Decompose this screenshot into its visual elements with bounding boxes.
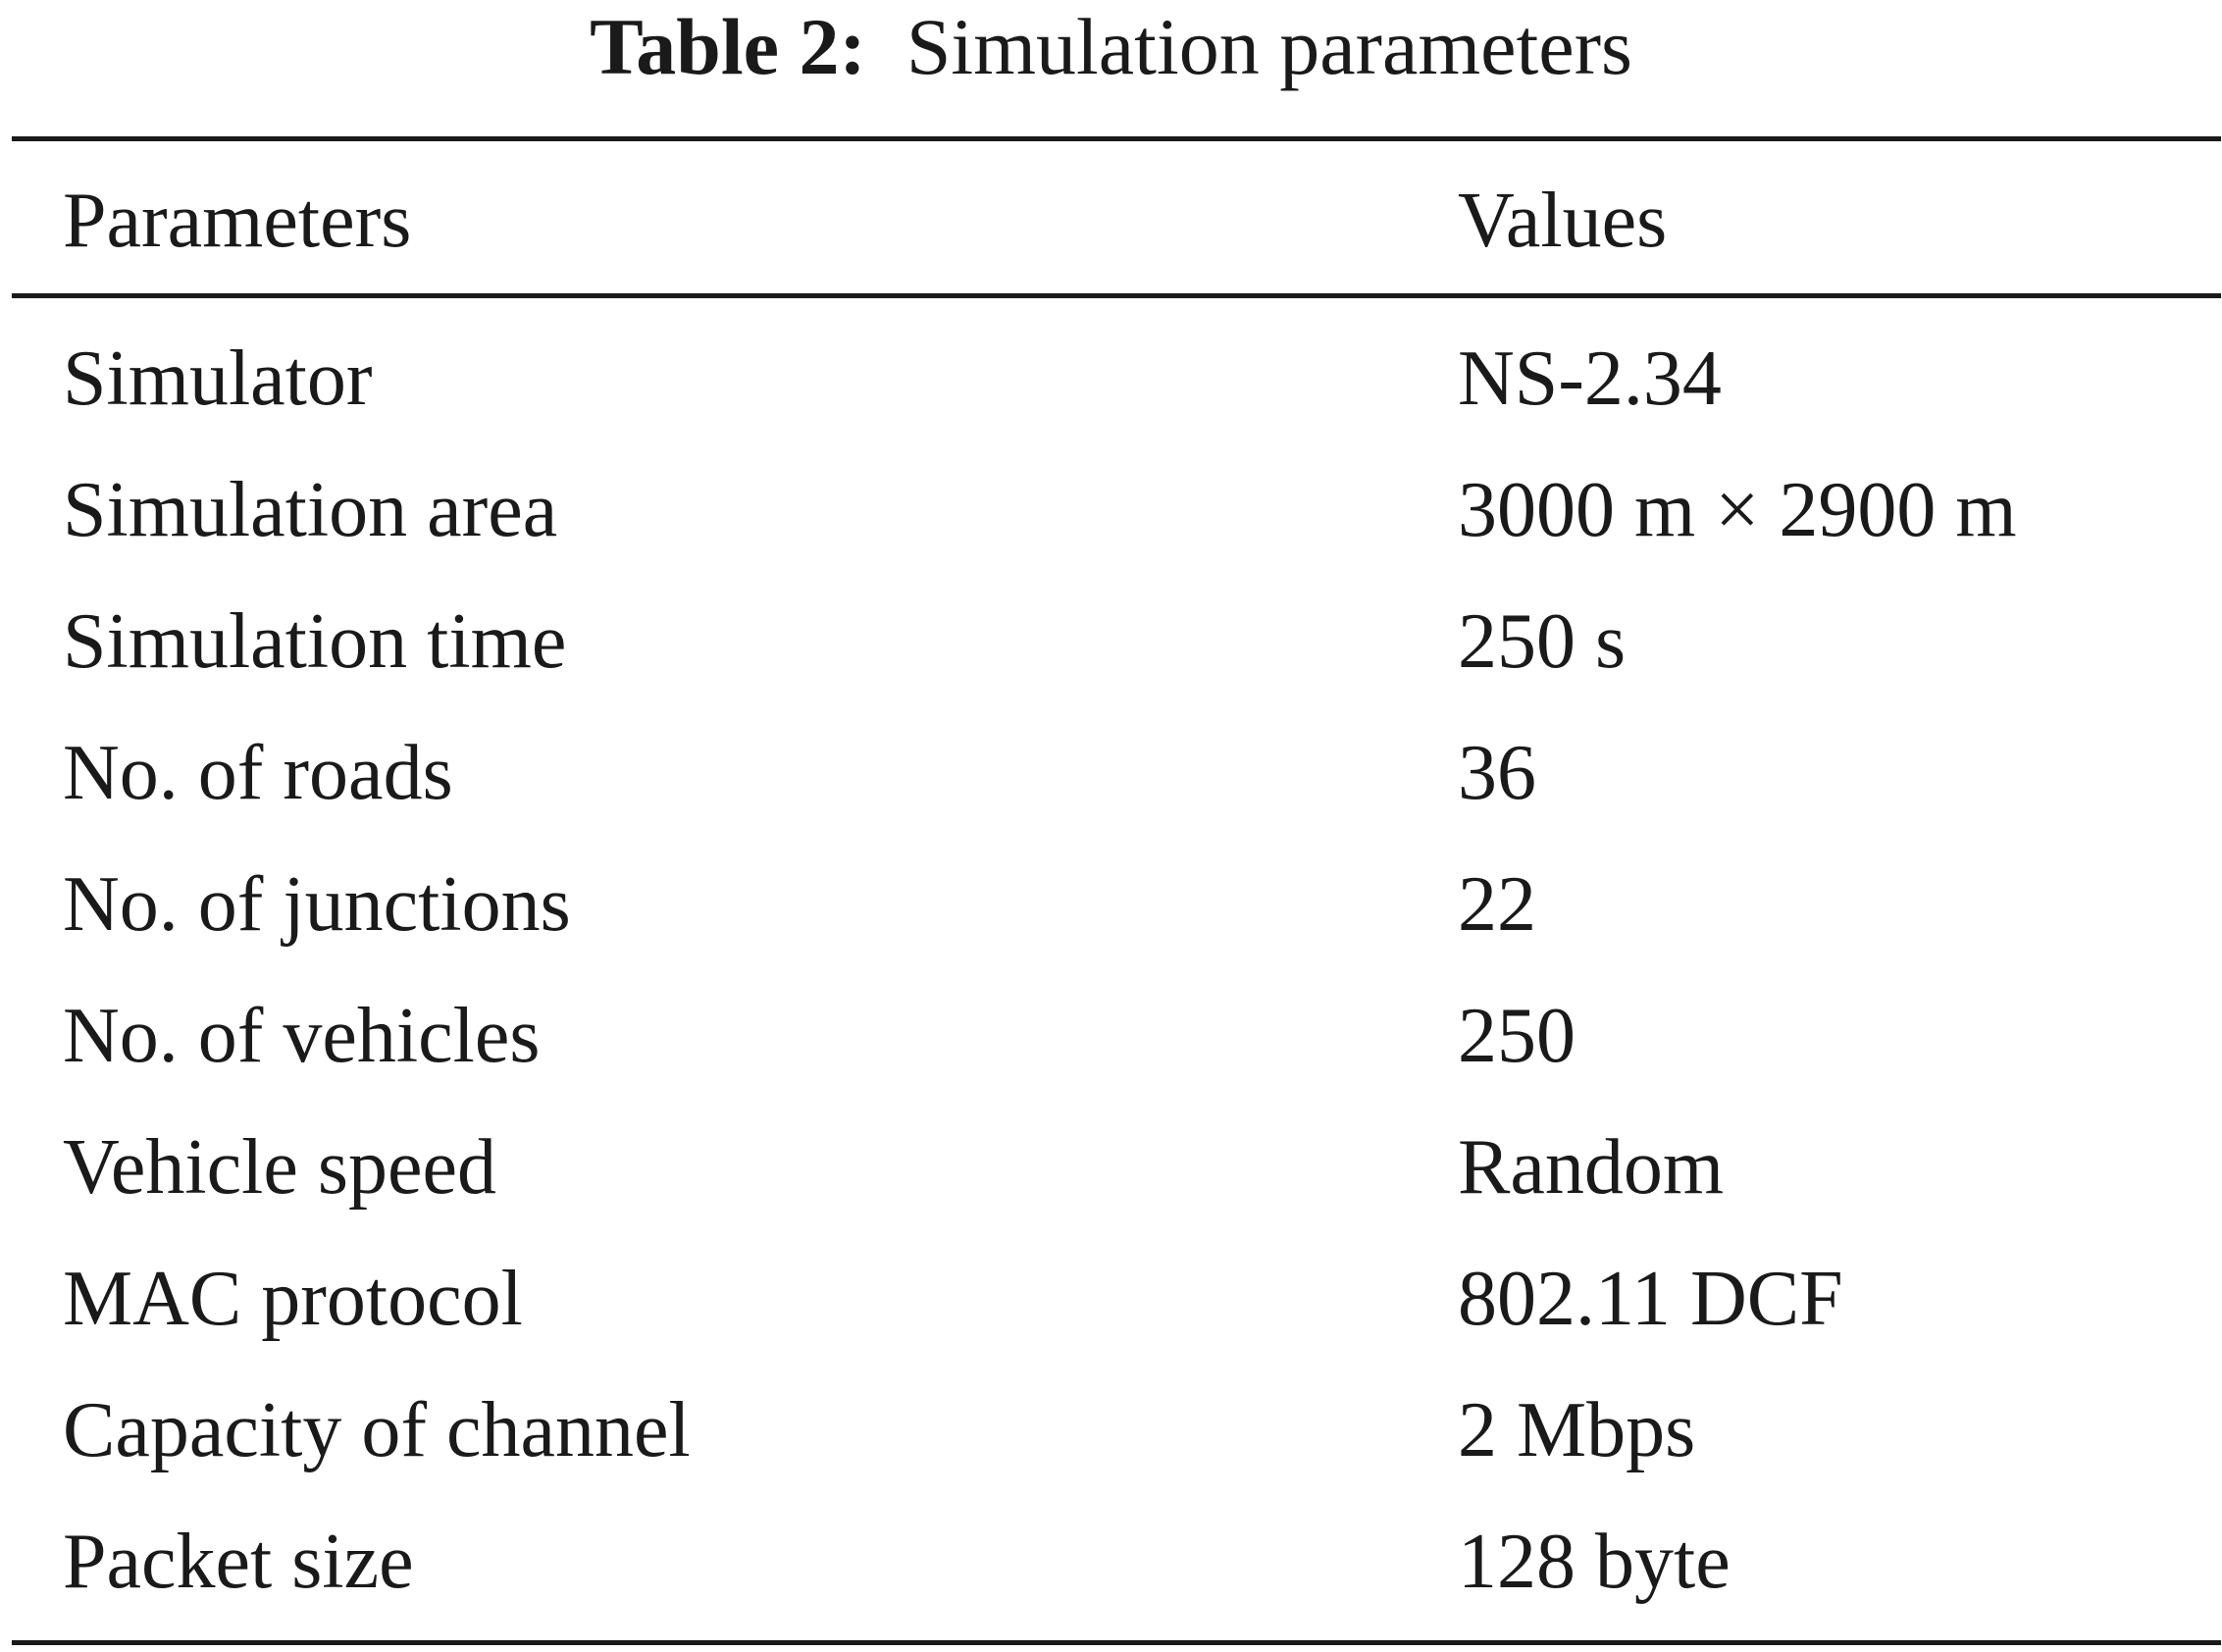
parameter-cell: No. of vehicles [63, 993, 541, 1079]
table-row: Vehicle speed Random [0, 1102, 2222, 1233]
parameter-cell: Simulator [63, 336, 373, 422]
value-cell: 802.11 DCF [1458, 1256, 1843, 1342]
table-bottom-rule [12, 1640, 2221, 1645]
value-cell: 250 s [1458, 598, 1627, 685]
parameter-cell: Vehicle speed [63, 1124, 497, 1211]
header-values: Values [1458, 178, 1668, 264]
value-cell: 3000 m × 2900 m [1458, 467, 2017, 553]
table-row: No. of vehicles 250 [0, 970, 2222, 1102]
table-header-rule [12, 293, 2221, 298]
parameter-cell: Packet size [63, 1519, 414, 1605]
value-cell: NS-2.34 [1458, 336, 1722, 422]
parameter-cell: Capacity of channel [63, 1387, 691, 1473]
table-row: Simulation time 250 s [0, 576, 2222, 707]
table-row: No. of junctions 22 [0, 839, 2222, 970]
parameter-cell: MAC protocol [63, 1256, 523, 1342]
table-row: Simulator NS-2.34 [0, 313, 2222, 444]
table-caption: Table 2: Simulation parameters [0, 0, 2222, 94]
table-caption-label: Table 2: [590, 2, 866, 91]
value-cell: Random [1458, 1124, 1725, 1211]
parameter-cell: No. of junctions [63, 861, 571, 948]
value-cell: 36 [1458, 730, 1536, 816]
value-cell: 22 [1458, 861, 1536, 948]
header-parameters: Parameters [63, 178, 412, 264]
table-caption-text: Simulation parameters [905, 2, 1632, 91]
table-row: Packet size 128 byte [0, 1496, 2222, 1627]
table-top-rule [12, 136, 2221, 141]
table-row: Simulation area 3000 m × 2900 m [0, 444, 2222, 576]
table-row: Capacity of channel 2 Mbps [0, 1365, 2222, 1496]
table-header-row: Parameters Values [0, 167, 2222, 275]
value-cell: 2 Mbps [1458, 1387, 1696, 1473]
parameter-cell: Simulation time [63, 598, 567, 685]
parameter-cell: Simulation area [63, 467, 558, 553]
value-cell: 250 [1458, 993, 1576, 1079]
table-row: No. of roads 36 [0, 707, 2222, 839]
parameter-cell: No. of roads [63, 730, 453, 816]
table-row: MAC protocol 802.11 DCF [0, 1233, 2222, 1365]
value-cell: 128 byte [1458, 1519, 1731, 1605]
